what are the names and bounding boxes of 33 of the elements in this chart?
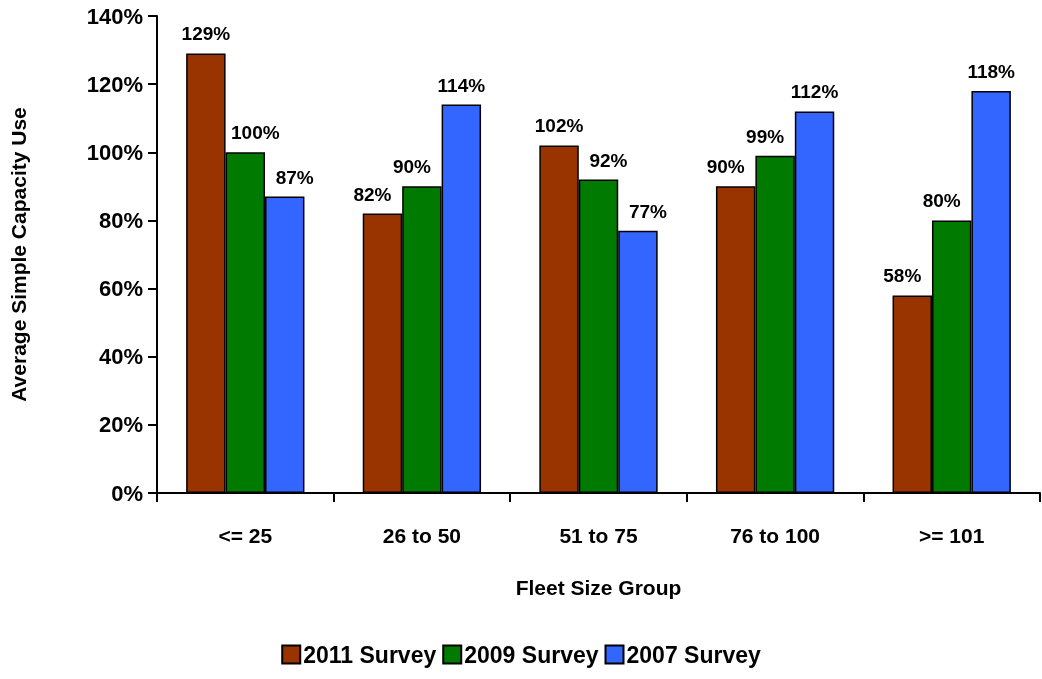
y-tick-label: 40%	[98, 344, 143, 370]
data-label: 129%	[181, 23, 231, 45]
x-tick-label: >= 101	[919, 524, 985, 547]
y-tick-label: 20%	[98, 412, 143, 438]
y-axis-title: Average Simple Capacity Use	[7, 107, 30, 402]
y-tick-label: 100%	[86, 139, 143, 165]
data-label: 118%	[967, 60, 1016, 82]
data-label: 112%	[790, 81, 839, 103]
y-tick-label: 120%	[86, 71, 143, 97]
data-label: 99%	[746, 125, 785, 147]
data-label: 114%	[437, 74, 486, 96]
x-axis-title: Fleet Size Group	[515, 576, 682, 599]
y-tick-label: 60%	[98, 276, 143, 302]
data-label: 90%	[392, 156, 432, 178]
x-tick-label: 26 to 50	[382, 524, 462, 547]
legend-label: 2009 Survey	[464, 641, 599, 668]
legend-label: 2007 Survey	[626, 641, 761, 668]
data-label: 58%	[883, 265, 922, 287]
data-label: 77%	[628, 200, 668, 222]
data-label: 92%	[589, 149, 628, 171]
legend-label: 2011 Survey	[303, 641, 437, 668]
data-label: 80%	[922, 190, 961, 212]
x-tick-label: 51 to 75	[559, 524, 638, 547]
y-tick-label: 0%	[111, 480, 143, 506]
data-label: 82%	[353, 183, 392, 205]
x-tick-label: 76 to 100	[730, 524, 821, 547]
data-label: 90%	[706, 156, 745, 178]
data-label: 102%	[534, 115, 584, 137]
x-tick-label: <= 25	[218, 524, 273, 547]
data-label: 87%	[275, 166, 314, 188]
data-label: 100%	[231, 122, 280, 144]
y-tick-label: 80%	[98, 207, 143, 233]
y-tick-label: 140%	[86, 3, 143, 29]
